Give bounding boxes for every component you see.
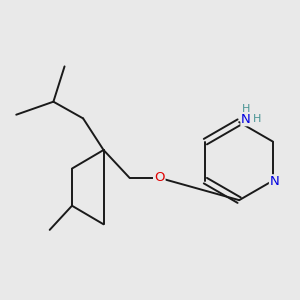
Text: H: H xyxy=(253,114,261,124)
Text: H: H xyxy=(242,104,250,114)
Text: O: O xyxy=(154,171,164,184)
Text: N: N xyxy=(270,175,280,188)
Text: N: N xyxy=(241,113,251,126)
